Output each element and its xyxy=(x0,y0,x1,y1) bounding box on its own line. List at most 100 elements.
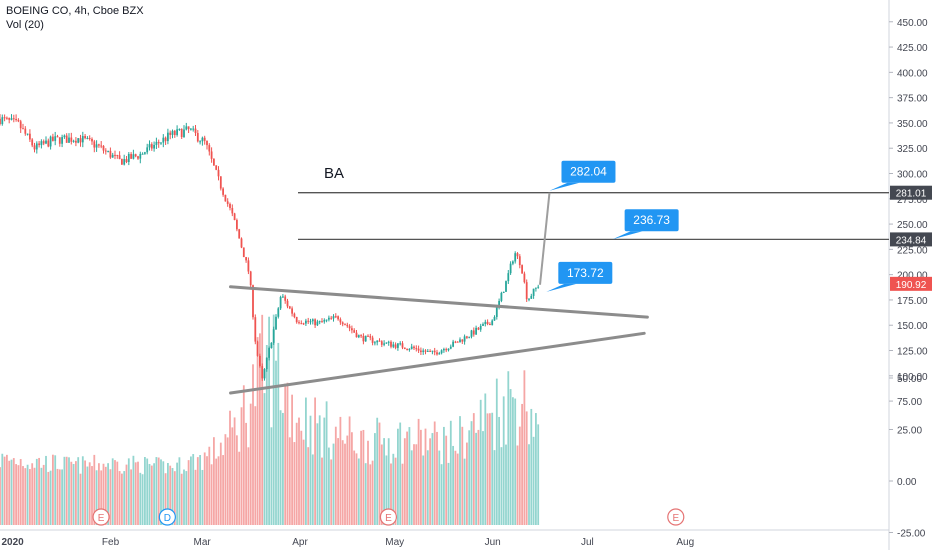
candle xyxy=(121,159,123,165)
volume-bar xyxy=(173,471,176,525)
earnings-marker[interactable]: E xyxy=(92,508,110,526)
price-callout[interactable]: 282.04 xyxy=(549,160,616,191)
projection-line[interactable] xyxy=(539,192,551,285)
volume-bar xyxy=(298,417,300,525)
volume-bar xyxy=(466,442,468,525)
candle xyxy=(233,213,236,221)
candle xyxy=(351,328,353,331)
volume-bar xyxy=(482,431,484,525)
volume-bar xyxy=(459,416,461,525)
candle xyxy=(178,128,181,130)
chart-annotation-ba[interactable]: BA xyxy=(324,165,344,182)
volume-bar xyxy=(180,473,183,525)
volume-bar xyxy=(183,469,185,525)
volume-bar xyxy=(325,401,328,525)
candle xyxy=(217,169,220,177)
volume-bar xyxy=(132,455,135,525)
volume-axis-labels: 50.00 25.00 0.00 -25.00 xyxy=(889,374,926,540)
volume-bar xyxy=(256,337,259,525)
badge-bg xyxy=(890,185,932,200)
volume-bar xyxy=(49,470,52,525)
volume-bar xyxy=(369,464,372,525)
candle xyxy=(459,339,461,343)
volume-bar xyxy=(33,467,36,525)
candle xyxy=(456,341,459,343)
trendlines[interactable] xyxy=(229,285,649,395)
price-callout[interactable]: 173.72 xyxy=(546,261,613,292)
candle xyxy=(397,343,399,348)
volume-bar xyxy=(272,314,275,525)
volume-bar xyxy=(403,438,406,525)
candle xyxy=(390,341,392,347)
volume-bar xyxy=(45,455,47,525)
trendline[interactable] xyxy=(229,331,646,395)
candle xyxy=(489,324,491,326)
earnings-marker[interactable]: E xyxy=(667,508,685,526)
volume-bar xyxy=(150,465,153,525)
volume-bar xyxy=(348,416,351,525)
candle xyxy=(486,321,489,325)
candle xyxy=(279,296,282,309)
candle xyxy=(495,306,498,317)
earnings-marker[interactable]: E xyxy=(379,508,398,526)
volume-bar xyxy=(270,427,273,525)
volume-bar xyxy=(91,466,93,525)
volume-bar xyxy=(339,416,342,525)
volume-bar xyxy=(29,469,31,525)
candle xyxy=(238,229,241,239)
volume-bar xyxy=(518,426,521,525)
time-tick-label: Jul xyxy=(581,537,594,548)
price-tick-label: 275.00 xyxy=(897,195,928,206)
candle xyxy=(134,154,137,157)
volume-bar xyxy=(100,470,103,525)
volume-bar xyxy=(160,459,162,525)
candle xyxy=(107,150,109,152)
volume-bar xyxy=(10,459,13,525)
volume-bar xyxy=(445,435,448,525)
candle xyxy=(284,296,287,301)
candle xyxy=(215,165,218,170)
volume-bar xyxy=(452,445,454,525)
trendline[interactable] xyxy=(229,285,649,319)
volume-bar xyxy=(279,410,282,525)
price-tick-label: 450.00 xyxy=(897,18,928,29)
volume-bar xyxy=(380,444,383,525)
volume-bar xyxy=(449,420,452,525)
candle xyxy=(91,138,93,142)
dividend-marker[interactable]: D xyxy=(158,508,176,526)
candle xyxy=(371,337,374,343)
candle xyxy=(413,346,415,349)
volume-bar xyxy=(249,403,252,525)
horizontal-lines[interactable] xyxy=(298,192,889,241)
volume-bar xyxy=(383,438,385,525)
volume-bar xyxy=(139,472,142,525)
candle xyxy=(337,316,339,320)
candle xyxy=(367,335,369,337)
candle xyxy=(438,353,441,355)
badge-bg xyxy=(890,232,932,247)
volume-bar xyxy=(286,382,289,525)
price-callout[interactable]: 236.73 xyxy=(612,209,679,240)
volume-bar xyxy=(401,463,404,525)
volume-bar xyxy=(351,432,353,525)
price-callouts[interactable]: 282.04 236.73 173.72 xyxy=(546,160,679,292)
candle xyxy=(164,137,167,142)
volume-bar xyxy=(346,435,349,525)
candle xyxy=(507,273,510,282)
volume-bar xyxy=(314,397,316,525)
hline-price-badge: 281.01 xyxy=(890,185,932,200)
volume-bar xyxy=(309,415,312,525)
volume-bar xyxy=(371,460,374,525)
volume-bar xyxy=(0,467,1,525)
candle xyxy=(479,325,482,330)
candle xyxy=(72,140,75,142)
volume-bar xyxy=(169,465,172,525)
volume-bar xyxy=(406,431,408,525)
candle xyxy=(318,321,321,323)
chart-legend: BOEING CO, 4h, Cboe BZX Vol (20) xyxy=(6,4,144,32)
volume-bar xyxy=(134,462,137,525)
volume-bar xyxy=(514,398,517,525)
candle xyxy=(240,238,243,248)
